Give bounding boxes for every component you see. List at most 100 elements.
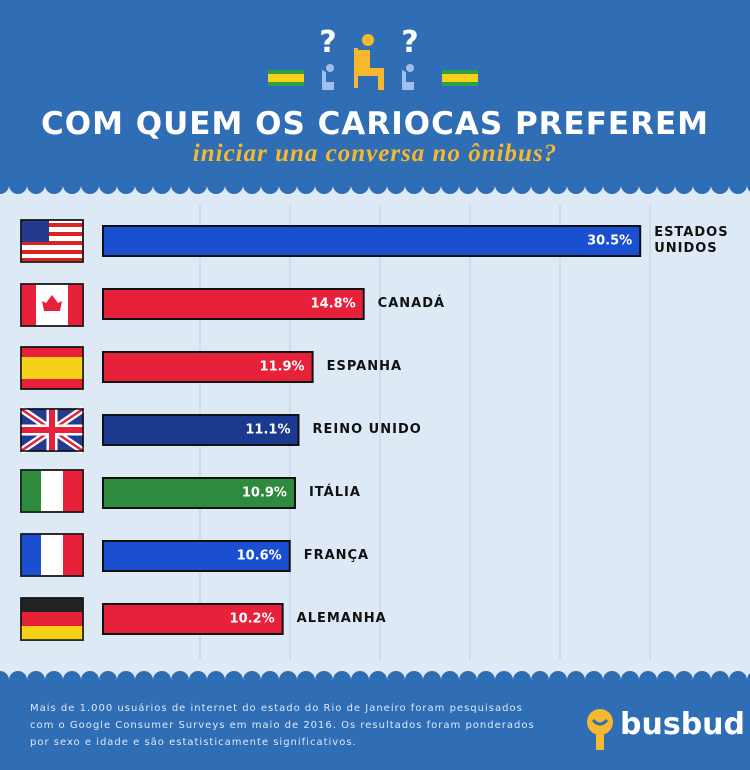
scallop <box>495 176 513 194</box>
category-label: ESPANHA <box>326 359 403 374</box>
category-label: CANADÁ <box>377 296 446 311</box>
scallop <box>585 671 603 689</box>
scallop <box>387 176 405 194</box>
scallop <box>63 176 81 194</box>
category-label: ESTADOS UNIDOS <box>654 225 729 256</box>
footer-bg <box>0 680 750 770</box>
category-label: FRANÇA <box>303 548 370 563</box>
bar <box>102 540 291 572</box>
scallop <box>639 671 657 689</box>
chart-subtitle: iniciar una conversa no ônibus? <box>192 140 558 167</box>
scallop <box>369 176 387 194</box>
value-label: 10.2% <box>230 612 275 627</box>
category-label: ALEMANHA <box>296 611 387 626</box>
value-label: 11.1% <box>245 423 290 438</box>
scallop <box>9 176 27 194</box>
scallop <box>747 673 750 687</box>
scallop <box>153 176 171 194</box>
scallop <box>459 176 477 194</box>
scallop <box>45 176 63 194</box>
category-label: REINO UNIDO <box>312 422 422 437</box>
value-label: 10.6% <box>237 549 282 564</box>
scallop <box>171 176 189 194</box>
scallop <box>99 671 117 689</box>
scallop <box>27 671 45 689</box>
scallop <box>621 671 639 689</box>
header-icons: ? ? <box>268 25 478 90</box>
scallop <box>423 671 441 689</box>
scallop <box>333 671 351 689</box>
scallop <box>567 176 585 194</box>
scallop <box>657 671 675 689</box>
header-bg <box>0 0 750 185</box>
scallop <box>675 671 693 689</box>
bar <box>102 477 296 509</box>
scallop <box>225 176 243 194</box>
scallop <box>189 671 207 689</box>
value-label: 30.5% <box>587 234 632 249</box>
scallop <box>315 176 333 194</box>
scallop <box>207 671 225 689</box>
logo-icon <box>587 709 613 750</box>
scallop <box>603 671 621 689</box>
value-label: 14.8% <box>311 297 356 312</box>
scallop <box>243 176 261 194</box>
bar <box>102 225 642 257</box>
scallop <box>81 671 99 689</box>
scallop <box>693 176 711 194</box>
scallop <box>153 671 171 689</box>
scallop <box>711 176 729 194</box>
value-label: 11.9% <box>259 360 304 375</box>
scallop <box>207 176 225 194</box>
scallop <box>441 176 459 194</box>
scallop <box>279 671 297 689</box>
scallop <box>639 176 657 194</box>
scallop <box>603 176 621 194</box>
scallop <box>387 671 405 689</box>
scallop <box>351 671 369 689</box>
scallop <box>567 671 585 689</box>
scallop <box>297 671 315 689</box>
scallop <box>261 176 279 194</box>
scallop <box>477 176 495 194</box>
scallop <box>0 671 9 689</box>
scallop <box>0 176 9 194</box>
scallop <box>63 671 81 689</box>
scallop <box>117 176 135 194</box>
scallop <box>171 671 189 689</box>
scallop <box>477 671 495 689</box>
bar <box>102 414 300 446</box>
scallop <box>81 176 99 194</box>
scallop <box>621 176 639 194</box>
scallop <box>315 671 333 689</box>
scallop <box>423 176 441 194</box>
scallop <box>45 671 63 689</box>
scallop <box>261 671 279 689</box>
scallop <box>9 671 27 689</box>
scallop <box>405 176 423 194</box>
scallop <box>549 671 567 689</box>
scallop <box>747 178 750 192</box>
svg-text:?: ? <box>401 25 418 60</box>
scallop <box>675 176 693 194</box>
scallop <box>729 176 747 194</box>
scallop <box>279 176 297 194</box>
logo: busbud <box>620 707 745 742</box>
scallop <box>225 671 243 689</box>
scallop <box>243 671 261 689</box>
scallop <box>549 176 567 194</box>
footer-note: Mais de 1.000 usuários de internet do es… <box>30 703 535 748</box>
bar <box>102 288 365 320</box>
scallop <box>729 671 747 689</box>
scallop <box>117 671 135 689</box>
scallop <box>369 671 387 689</box>
scallop <box>27 176 45 194</box>
scallop <box>495 671 513 689</box>
scallop <box>405 671 423 689</box>
bar <box>102 351 314 383</box>
scallop <box>351 176 369 194</box>
flags <box>19 219 85 641</box>
scallop <box>657 176 675 194</box>
